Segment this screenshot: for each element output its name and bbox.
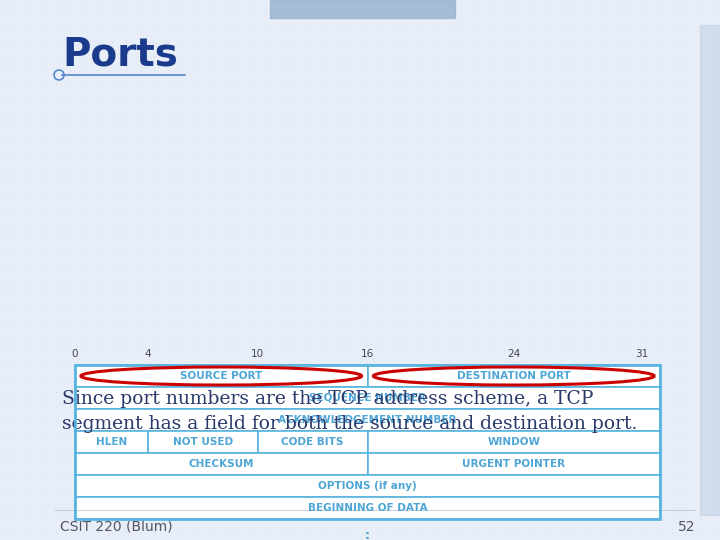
Text: 10: 10 — [251, 349, 264, 359]
Text: 4: 4 — [145, 349, 151, 359]
Text: OPTIONS (if any): OPTIONS (if any) — [318, 481, 417, 491]
Text: Since port numbers are the TCP address scheme, a TCP: Since port numbers are the TCP address s… — [62, 390, 593, 408]
Text: BEGINNING OF DATA: BEGINNING OF DATA — [307, 503, 427, 513]
Text: DESTINATION PORT: DESTINATION PORT — [457, 371, 571, 381]
Text: 24: 24 — [507, 349, 521, 359]
Bar — [75, 409, 660, 431]
Text: URGENT POINTER: URGENT POINTER — [462, 459, 565, 469]
Text: 31: 31 — [635, 349, 648, 359]
Bar — [148, 431, 258, 453]
Text: 16: 16 — [361, 349, 374, 359]
Text: Ports: Ports — [62, 36, 178, 74]
Text: segment has a field for both the source and destination port.: segment has a field for both the source … — [62, 415, 637, 433]
Text: :: : — [365, 529, 370, 540]
Bar — [258, 431, 367, 453]
Text: CHECKSUM: CHECKSUM — [189, 459, 254, 469]
Text: 52: 52 — [678, 520, 695, 534]
Bar — [367, 431, 660, 453]
Bar — [75, 387, 660, 409]
Text: NOT USED: NOT USED — [173, 437, 233, 447]
Bar — [270, 0, 455, 18]
Bar — [75, 497, 660, 519]
Bar — [367, 365, 660, 387]
Bar — [75, 431, 148, 453]
Text: CODE BITS: CODE BITS — [282, 437, 344, 447]
Bar — [75, 475, 660, 497]
Text: SEQUENCE NUMBER: SEQUENCE NUMBER — [309, 393, 426, 403]
Text: ACKNOWLEDGEMENT NUMBER: ACKNOWLEDGEMENT NUMBER — [278, 415, 456, 425]
Text: SOURCE PORT: SOURCE PORT — [180, 371, 262, 381]
Bar — [75, 365, 367, 387]
Text: WINDOW: WINDOW — [487, 437, 540, 447]
Text: 0: 0 — [72, 349, 78, 359]
Bar — [75, 365, 660, 519]
Text: CSIT 220 (Blum): CSIT 220 (Blum) — [60, 520, 173, 534]
Bar — [75, 453, 367, 475]
Text: HLEN: HLEN — [96, 437, 127, 447]
Bar — [700, 25, 720, 515]
Bar — [367, 453, 660, 475]
